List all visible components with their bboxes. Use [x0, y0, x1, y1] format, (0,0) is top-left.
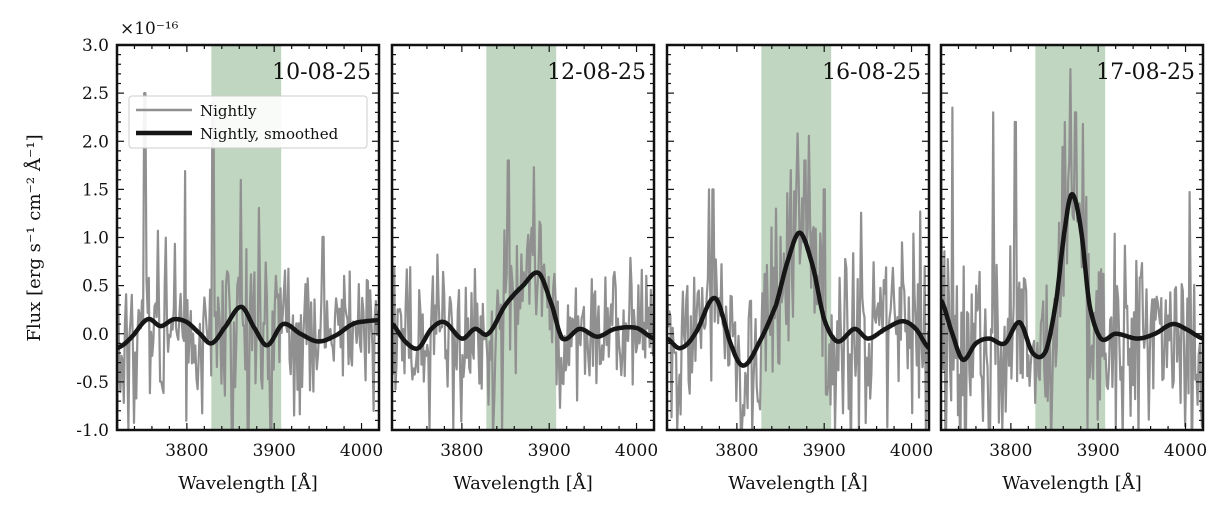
legend: Nightly Nightly, smoothed — [128, 95, 368, 149]
panel-1: 3800 3900 4000 -1.0 -0.5 0.0 0.5 1.0 1.5 2.0 2.5 3.… — [76, 36, 383, 494]
x-axis-label: Wavelength [Å] — [1002, 472, 1142, 494]
series-smoothed — [941, 191, 1203, 363]
x-tick-label: 3900 — [253, 441, 296, 461]
x-tick-label: 4000 — [890, 441, 933, 461]
legend-label-smoothed: Nightly, smoothed — [200, 125, 339, 143]
y-tick-label: 3.0 — [82, 36, 109, 56]
series-nightly — [117, 91, 379, 430]
series-smoothed — [117, 304, 379, 351]
x-axis-label: Wavelength [Å] — [178, 472, 318, 494]
plot-area — [941, 45, 1203, 430]
x-tick-label: 3800 — [440, 441, 483, 461]
panel-title: 12-08-25 — [547, 60, 646, 85]
panel-title: 10-08-25 — [272, 60, 371, 85]
x-tick-label: 4000 — [340, 441, 383, 461]
series-nightly — [667, 132, 929, 430]
y-tick-label: -0.5 — [76, 373, 109, 393]
y-tick-label: 0.0 — [82, 325, 109, 345]
x-tick-label: 3800 — [715, 441, 758, 461]
series-smoothed — [667, 230, 929, 368]
y-axis-offset-text: ×10⁻¹⁶ — [120, 19, 179, 39]
y-tick-label: 0.5 — [82, 277, 109, 297]
x-axis-label: Wavelength [Å] — [728, 472, 868, 494]
panel-4: 3800 3900 4000 Wavelength [Å] 17-08-25 — [939, 43, 1207, 494]
legend-label-nightly: Nightly — [200, 102, 257, 120]
panel-title: 17-08-25 — [1096, 60, 1195, 85]
panel-2: 3800 3900 4000 Wavelength [Å] 12-08-25 — [390, 43, 658, 494]
x-tick-label: 4000 — [1164, 441, 1207, 461]
x-tick-label: 3800 — [165, 441, 208, 461]
y-tick-label: 1.0 — [82, 229, 109, 249]
series-smoothed — [392, 270, 654, 351]
x-tick-label: 3800 — [989, 441, 1032, 461]
y-axis-label: Flux [erg s⁻¹ cm⁻² Å⁻¹] — [23, 134, 45, 341]
panel-title: 16-08-25 — [822, 60, 921, 85]
y-tick-label: 2.0 — [82, 132, 109, 152]
plot-area — [392, 45, 654, 430]
x-tick-label: 3900 — [528, 441, 571, 461]
x-tick-label: 4000 — [615, 441, 658, 461]
y-tick-label: 2.5 — [82, 84, 109, 104]
x-tick-label: 3900 — [1077, 441, 1120, 461]
panel-3: 3800 3900 4000 Wavelength [Å] 16-08-25 — [665, 43, 933, 494]
y-tick-label: -1.0 — [76, 421, 109, 441]
x-tick-label: 3900 — [803, 441, 846, 461]
plot-area — [667, 45, 929, 430]
x-axis-label: Wavelength [Å] — [453, 472, 593, 494]
y-tick-label: 1.5 — [82, 180, 109, 200]
panels: 3800 3900 4000 -1.0 -0.5 0.0 0.5 1.0 1.5 2.0 2.5 3.… — [76, 36, 1207, 494]
highlight-band — [486, 45, 557, 430]
